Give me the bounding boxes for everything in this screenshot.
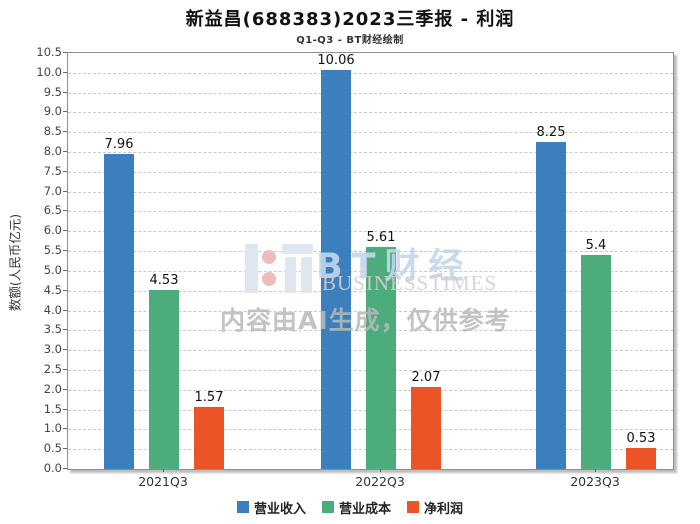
y-tick-mark xyxy=(63,151,67,153)
y-tick-label: 6.0 xyxy=(43,223,62,238)
y-tick-label: 0.5 xyxy=(43,441,62,456)
y-tick-mark xyxy=(63,111,67,113)
y-tick-mark xyxy=(63,368,67,370)
bar-value-label: 2.07 xyxy=(411,369,441,385)
bar xyxy=(581,255,611,469)
gridline xyxy=(68,191,673,193)
y-tick-label: 6.5 xyxy=(43,203,62,218)
plot-area: 7.96 10.06 8.25 4.53 5.61 5.4 1.57 2.07 0.53 xyxy=(67,52,674,470)
y-tick-label: 10.0 xyxy=(36,64,62,79)
chart-subtitle: Q1-Q3 - BT财经绘制 xyxy=(296,35,404,46)
y-tick-label: 4.5 xyxy=(43,282,62,297)
y-tick-mark xyxy=(63,408,67,410)
watermark-brand-en: BUSINESSTIMES xyxy=(322,271,498,295)
legend-swatch xyxy=(321,501,334,513)
y-tick-label: 5.5 xyxy=(43,243,62,258)
legend-item: 营业成本 xyxy=(321,498,391,517)
bar xyxy=(626,448,656,469)
watermark-brand-cn: BT财经 xyxy=(316,247,473,287)
gridline xyxy=(68,211,673,213)
y-tick-mark xyxy=(63,388,67,390)
bar-value-label: 5.4 xyxy=(585,238,607,254)
x-tick-mark xyxy=(163,468,164,472)
legend-swatch xyxy=(236,501,249,513)
y-tick-mark xyxy=(63,131,67,133)
x-tick-mark xyxy=(380,468,381,472)
bar-value-label: 4.53 xyxy=(149,272,179,288)
bar-value-label: 7.96 xyxy=(104,136,134,152)
y-tick-label: 1.5 xyxy=(43,401,62,416)
y-tick-mark xyxy=(63,91,67,93)
y-tick-label: 9.0 xyxy=(43,104,62,119)
y-axis-label: 数额(人民币亿元) xyxy=(7,213,23,312)
y-tick-mark xyxy=(63,269,67,271)
y-tick-mark xyxy=(63,170,67,172)
x-tick-label: 2021Q3 xyxy=(138,474,188,489)
legend-label: 营业成本 xyxy=(338,501,391,517)
y-tick-label: 3.5 xyxy=(43,322,62,337)
x-tick-label: 2023Q3 xyxy=(570,474,620,489)
gridline xyxy=(68,132,673,134)
gridline xyxy=(68,171,673,173)
gridline xyxy=(68,112,673,114)
y-tick-mark xyxy=(63,289,67,291)
y-tick-label: 8.0 xyxy=(43,144,62,159)
bar-value-label: 1.57 xyxy=(194,389,224,405)
bar xyxy=(149,289,179,469)
y-tick-mark xyxy=(63,250,67,252)
legend-item: 营业收入 xyxy=(236,498,306,517)
gridline xyxy=(68,152,673,154)
x-tick-label: 2022Q3 xyxy=(355,474,405,489)
y-tick-mark xyxy=(63,349,67,351)
bar-value-label: 0.53 xyxy=(626,431,656,446)
y-tick-label: 0.0 xyxy=(43,461,62,475)
legend-swatch xyxy=(407,501,419,513)
y-tick-label: 5.0 xyxy=(43,262,62,277)
y-tick-mark xyxy=(63,309,67,311)
bar xyxy=(366,246,396,469)
y-tick-mark xyxy=(63,71,67,73)
y-tick-label: 7.5 xyxy=(43,163,62,178)
bar-value-label: 10.06 xyxy=(317,53,355,69)
y-tick-mark xyxy=(63,428,67,430)
gridline xyxy=(68,72,673,74)
bar-value-label: 8.25 xyxy=(536,125,566,141)
bar-value-label: 5.61 xyxy=(366,229,396,245)
y-tick-mark xyxy=(63,329,67,331)
bar xyxy=(194,406,224,469)
bar xyxy=(536,142,566,469)
chart-title: 新益昌(688383)2023三季报 - 利润 xyxy=(185,9,515,30)
gridline xyxy=(68,92,673,94)
legend: 营业收入 营业成本 净利润 xyxy=(0,497,700,517)
bar xyxy=(321,70,351,469)
y-tick-label: 3.0 xyxy=(43,342,62,357)
y-tick-mark xyxy=(63,448,67,450)
gridline xyxy=(68,231,673,233)
y-tick-mark xyxy=(63,190,67,192)
bar xyxy=(104,153,134,469)
y-tick-label: 2.0 xyxy=(43,381,62,396)
y-tick-mark xyxy=(63,230,67,232)
y-tick-label: 7.0 xyxy=(43,183,62,198)
bar xyxy=(411,387,441,469)
y-tick-label: 2.5 xyxy=(43,361,62,376)
legend-label: 净利润 xyxy=(424,501,464,517)
legend-label: 营业收入 xyxy=(253,501,306,517)
y-tick-label: 1.0 xyxy=(43,421,62,436)
y-tick-label: 4.0 xyxy=(43,302,62,317)
y-tick-mark xyxy=(63,52,67,53)
legend-item: 净利润 xyxy=(407,498,463,517)
x-tick-mark xyxy=(595,468,596,472)
y-tick-label: 9.5 xyxy=(43,84,62,99)
y-tick-label: 8.5 xyxy=(43,124,62,139)
watermark-disclaimer: 内容由AI生成，仅供参考 xyxy=(220,306,511,335)
y-tick-mark xyxy=(63,210,67,212)
y-tick-mark xyxy=(63,468,67,469)
y-tick-label: 10.5 xyxy=(36,45,62,59)
